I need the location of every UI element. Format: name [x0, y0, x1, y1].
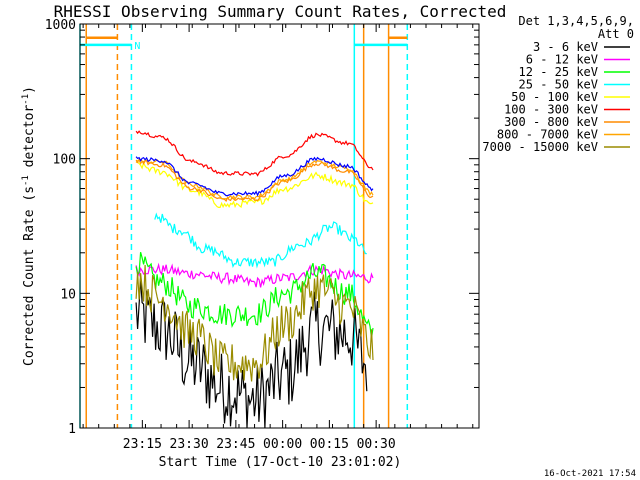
annotation-0: N	[134, 41, 140, 52]
plot-area: N	[79, 24, 409, 429]
legend-label-100-300-kev: 100 - 300 keV	[504, 103, 598, 117]
x-tick-label: 23:30	[170, 437, 209, 452]
timestamp: 16-Oct-2021 17:54	[544, 469, 636, 479]
x-tick-label: 23:45	[216, 437, 255, 452]
legend-title-line1: Det 1,3,4,5,6,9,	[518, 14, 634, 28]
y-axis-label-sup2: -1	[21, 94, 31, 105]
y-tick-label: 10	[60, 287, 76, 302]
legend-label-3-6-kev: 3 - 6 keV	[533, 40, 598, 54]
y-tick-label: 1000	[45, 18, 76, 33]
series-50-100-kev	[136, 161, 374, 209]
legend-label-6-12-kev: 6 - 12 keV	[526, 53, 598, 67]
y-axis-label: Corrected Count Rate (s-1 detector-1)	[21, 86, 37, 366]
legend-label-800-7000-kev: 800 - 7000 keV	[497, 128, 598, 142]
x-tick-label: 23:15	[123, 437, 162, 452]
y-axis-label-end: )	[22, 86, 37, 94]
series-blue	[135, 156, 374, 197]
series-300-800-kev	[135, 158, 374, 202]
series-6-12-kev	[135, 262, 374, 288]
x-axis-label: Start Time (17-Oct-10 23:01:02)	[159, 455, 402, 470]
y-axis-label-sup1: -1	[21, 175, 31, 186]
legend-label-50-100-kev: 50 - 100 keV	[511, 90, 598, 104]
chart-title: RHESSI Observing Summary Count Rates, Co…	[54, 2, 507, 21]
x-tick-label: 00:15	[310, 437, 349, 452]
series-25-50-kev	[154, 212, 367, 269]
series-7000-15000-kev	[135, 264, 374, 382]
legend-label-12-25-kev: 12 - 25 keV	[519, 65, 598, 79]
y-axis-label-main: Corrected Count Rate (s	[22, 186, 37, 366]
x-axis: 23:15 23:30 23:45 00:00 00:15 00:30	[82, 24, 474, 452]
legend-label-300-800-kev: 300 - 800 keV	[504, 115, 598, 129]
legend-title-line2: Att 0	[598, 27, 634, 41]
series-3-6-kev	[135, 277, 368, 429]
plot-frame	[79, 23, 480, 429]
x-tick-label: 00:00	[263, 437, 302, 452]
x-tick-label: 00:30	[357, 437, 396, 452]
legend-label-7000-15000-kev: 7000 - 15000 keV	[482, 140, 598, 154]
y-axis-label-mid: detector	[22, 105, 37, 176]
series-100-300-kev	[135, 130, 374, 177]
series-12-25-kev	[135, 252, 374, 338]
legend-label-25-50-kev: 25 - 50 keV	[519, 78, 598, 92]
y-axis: 1 10 100 1000	[45, 18, 479, 437]
y-tick-label: 100	[53, 153, 76, 168]
y-tick-label: 1	[68, 422, 76, 437]
